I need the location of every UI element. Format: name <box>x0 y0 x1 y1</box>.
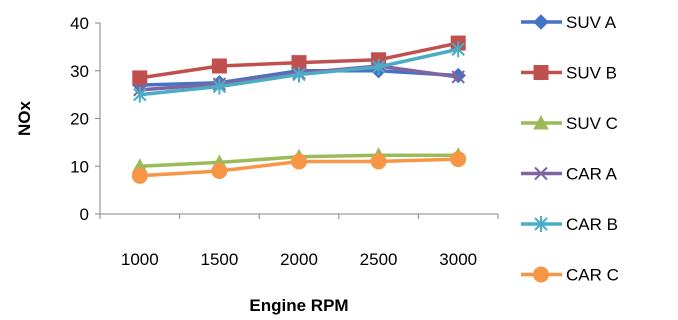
legend-label: SUV B <box>566 64 617 83</box>
legend-entry: SUV B <box>521 64 617 83</box>
data-point <box>212 78 227 95</box>
x-tick-label: 3000 <box>439 250 477 269</box>
y-tick-label: 0 <box>80 205 89 224</box>
data-point <box>211 58 227 74</box>
legend-label: CAR B <box>566 215 618 234</box>
series-car-b <box>133 41 465 103</box>
legend-entry: CAR C <box>521 266 619 285</box>
x-axis: 1000 1500 2000 2500 3000 <box>99 213 499 269</box>
y-axis: 0 10 20 30 40 <box>70 14 101 224</box>
series-lines <box>131 35 467 184</box>
data-point <box>371 58 386 75</box>
x-axis-title: Engine RPM <box>249 296 348 315</box>
legend-swatch-marker <box>534 216 548 232</box>
data-point <box>211 163 228 180</box>
legend-label: SUV C <box>566 114 618 133</box>
data-point <box>291 153 307 170</box>
legend-label: CAR C <box>566 266 619 285</box>
legend-swatch-marker <box>533 14 549 30</box>
data-point <box>370 153 387 170</box>
legend-entry: CAR B <box>521 215 618 234</box>
data-point <box>450 151 467 168</box>
legend-entry: CAR A <box>521 165 618 184</box>
data-point <box>292 66 306 83</box>
series-car-c <box>131 151 467 184</box>
legend-entry: SUV A <box>521 13 617 32</box>
legend-swatch-marker <box>533 114 549 130</box>
legend-label: CAR A <box>566 165 618 184</box>
legend-swatch-marker <box>533 65 549 80</box>
legend: SUV A SUV B SUV C CAR A CAR B CAR C <box>521 13 619 285</box>
legend-swatch-marker <box>533 266 549 283</box>
data-point <box>133 86 147 103</box>
legend-label: SUV A <box>566 13 617 32</box>
x-tick-label: 1000 <box>121 250 159 269</box>
x-tick-label: 2000 <box>280 250 318 269</box>
data-point <box>451 70 465 84</box>
y-tick-label: 20 <box>70 110 89 129</box>
y-axis-title: NOx <box>15 100 34 136</box>
data-point <box>132 70 148 86</box>
y-tick-label: 10 <box>70 157 89 176</box>
data-point <box>131 167 148 184</box>
x-tick-label: 2500 <box>360 250 398 269</box>
data-point <box>451 41 465 58</box>
x-tick-label: 1500 <box>200 250 238 269</box>
legend-swatch-marker <box>534 166 548 181</box>
y-tick-label: 40 <box>70 14 89 33</box>
legend-entry: SUV C <box>521 114 618 133</box>
y-tick-label: 30 <box>70 62 89 81</box>
